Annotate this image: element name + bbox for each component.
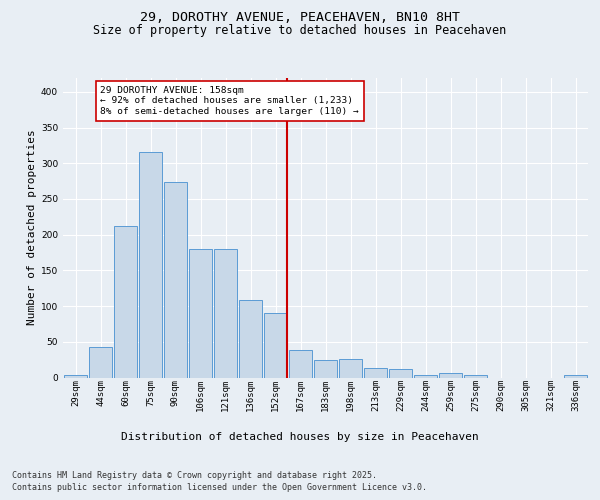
Text: 29 DOROTHY AVENUE: 158sqm
← 92% of detached houses are smaller (1,233)
8% of sem: 29 DOROTHY AVENUE: 158sqm ← 92% of detac… [101,86,359,116]
Bar [139,152,163,378]
Text: 29, DOROTHY AVENUE, PEACEHAVEN, BN10 8HT: 29, DOROTHY AVENUE, PEACEHAVEN, BN10 8HT [140,11,460,24]
Bar [464,376,487,378]
Text: Contains public sector information licensed under the Open Government Licence v3: Contains public sector information licen… [12,482,427,492]
Bar [263,312,287,378]
Bar [338,359,362,378]
Bar [563,376,587,378]
Bar [64,374,88,378]
Bar [364,368,388,378]
Bar [188,249,212,378]
Bar [89,347,112,378]
Bar [113,226,137,378]
Bar [314,360,337,378]
Text: Distribution of detached houses by size in Peacehaven: Distribution of detached houses by size … [121,432,479,442]
Bar [389,369,412,378]
Bar [439,373,463,378]
Bar [239,300,262,378]
Bar [214,249,238,378]
Y-axis label: Number of detached properties: Number of detached properties [27,130,37,326]
Bar [164,182,187,378]
Bar [289,350,313,378]
Bar [413,376,437,378]
Text: Size of property relative to detached houses in Peacehaven: Size of property relative to detached ho… [94,24,506,37]
Text: Contains HM Land Registry data © Crown copyright and database right 2025.: Contains HM Land Registry data © Crown c… [12,471,377,480]
